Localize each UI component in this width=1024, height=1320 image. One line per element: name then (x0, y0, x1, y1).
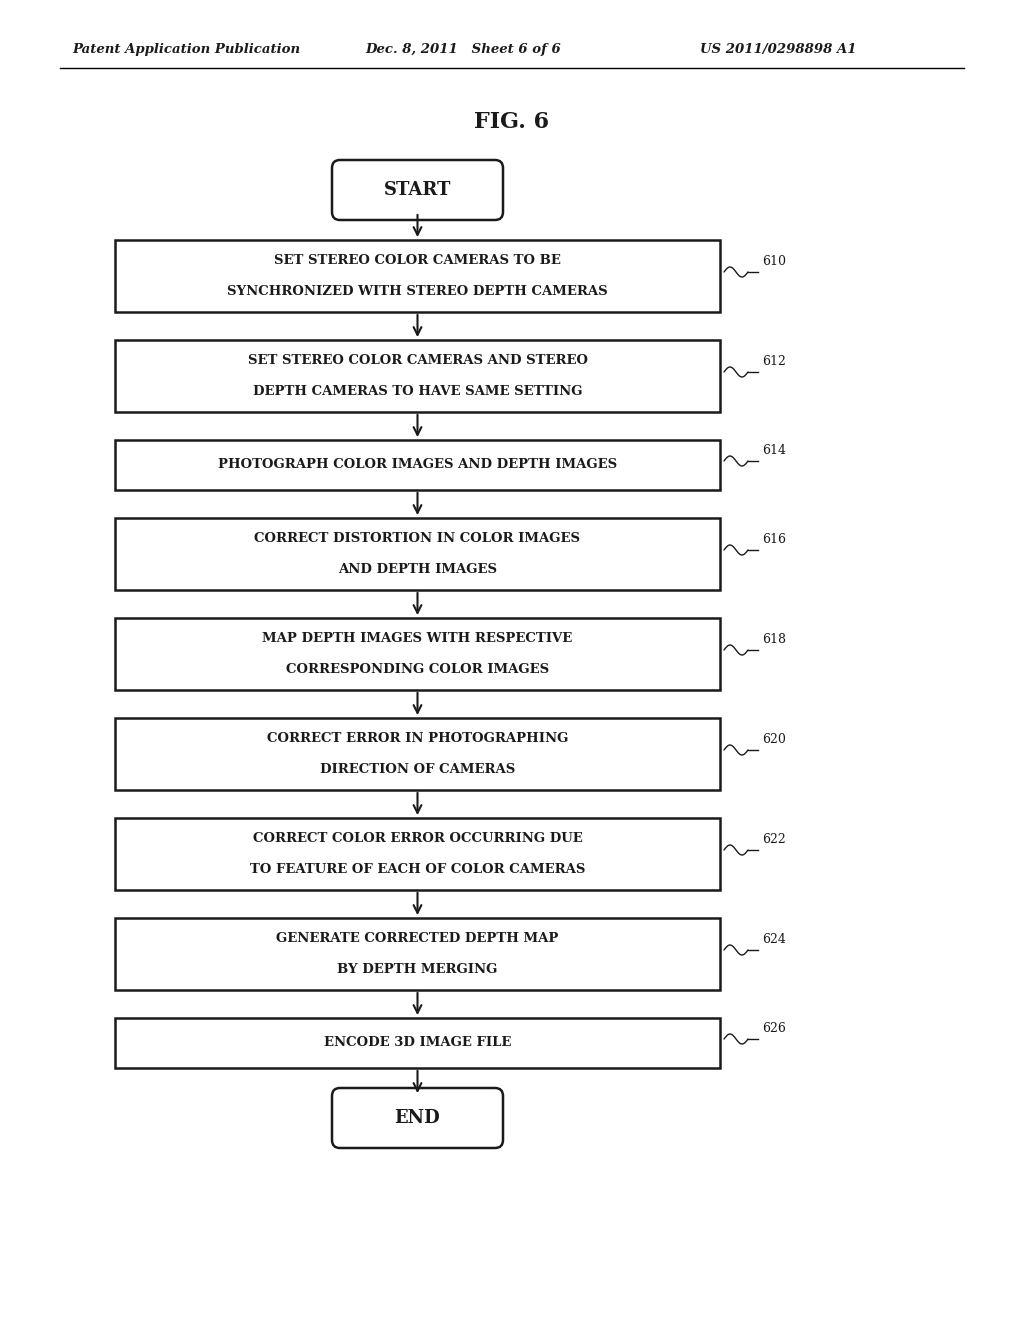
Text: GENERATE CORRECTED DEPTH MAP: GENERATE CORRECTED DEPTH MAP (276, 932, 559, 945)
Text: 614: 614 (762, 444, 786, 457)
Text: DEPTH CAMERAS TO HAVE SAME SETTING: DEPTH CAMERAS TO HAVE SAME SETTING (253, 385, 583, 399)
Text: 622: 622 (762, 833, 785, 846)
Text: AND DEPTH IMAGES: AND DEPTH IMAGES (338, 564, 497, 577)
Text: 618: 618 (762, 634, 786, 645)
Bar (115, 718, 720, 789)
Text: ENCODE 3D IMAGE FILE: ENCODE 3D IMAGE FILE (324, 1036, 511, 1049)
Bar (115, 440, 720, 490)
Text: Dec. 8, 2011   Sheet 6 of 6: Dec. 8, 2011 Sheet 6 of 6 (365, 44, 561, 57)
Text: 616: 616 (762, 533, 786, 546)
Bar (115, 917, 720, 990)
Text: CORRECT COLOR ERROR OCCURRING DUE: CORRECT COLOR ERROR OCCURRING DUE (253, 832, 583, 845)
Text: 620: 620 (762, 733, 785, 746)
Bar (115, 517, 720, 590)
Text: CORRESPONDING COLOR IMAGES: CORRESPONDING COLOR IMAGES (286, 664, 549, 676)
Text: START: START (384, 181, 452, 199)
Text: 624: 624 (762, 933, 785, 946)
Text: CORRECT DISTORTION IN COLOR IMAGES: CORRECT DISTORTION IN COLOR IMAGES (255, 532, 581, 545)
FancyBboxPatch shape (332, 1088, 503, 1148)
Text: 612: 612 (762, 355, 785, 368)
Bar (115, 341, 720, 412)
Bar (115, 240, 720, 312)
Text: DIRECTION OF CAMERAS: DIRECTION OF CAMERAS (319, 763, 515, 776)
Text: FIG. 6: FIG. 6 (474, 111, 550, 133)
Text: END: END (394, 1109, 440, 1127)
Text: BY DEPTH MERGING: BY DEPTH MERGING (337, 964, 498, 977)
Text: TO FEATURE OF EACH OF COLOR CAMERAS: TO FEATURE OF EACH OF COLOR CAMERAS (250, 863, 585, 876)
Text: MAP DEPTH IMAGES WITH RESPECTIVE: MAP DEPTH IMAGES WITH RESPECTIVE (262, 632, 572, 644)
Text: Patent Application Publication: Patent Application Publication (72, 44, 300, 57)
Bar (115, 1018, 720, 1068)
Text: US 2011/0298898 A1: US 2011/0298898 A1 (700, 44, 856, 57)
Bar (115, 618, 720, 690)
Text: CORRECT ERROR IN PHOTOGRAPHING: CORRECT ERROR IN PHOTOGRAPHING (267, 731, 568, 744)
Text: PHOTOGRAPH COLOR IMAGES AND DEPTH IMAGES: PHOTOGRAPH COLOR IMAGES AND DEPTH IMAGES (218, 458, 617, 471)
Text: 626: 626 (762, 1022, 785, 1035)
FancyBboxPatch shape (332, 160, 503, 220)
Bar (115, 818, 720, 890)
Text: SET STEREO COLOR CAMERAS AND STEREO: SET STEREO COLOR CAMERAS AND STEREO (248, 354, 588, 367)
Text: 610: 610 (762, 255, 786, 268)
Text: SET STEREO COLOR CAMERAS TO BE: SET STEREO COLOR CAMERAS TO BE (274, 253, 561, 267)
Text: SYNCHRONIZED WITH STEREO DEPTH CAMERAS: SYNCHRONIZED WITH STEREO DEPTH CAMERAS (227, 285, 608, 298)
